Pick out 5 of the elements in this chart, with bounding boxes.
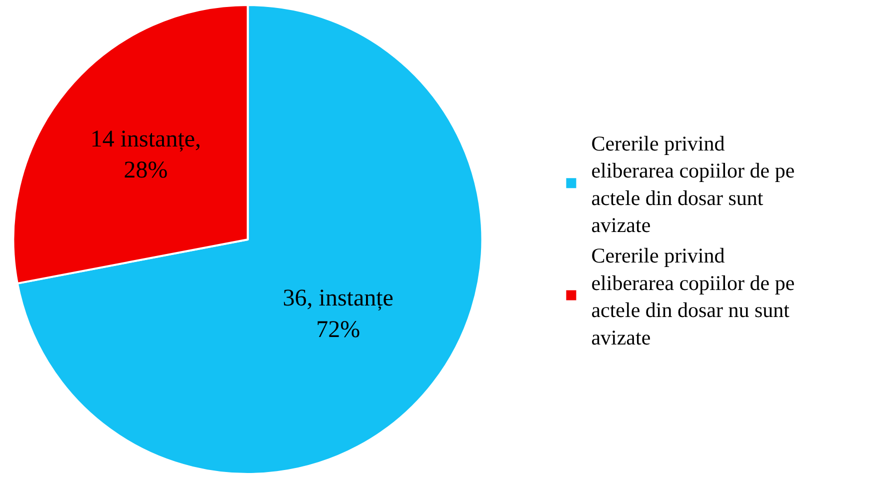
legend-label: Cererile privind eliberarea copiilor de pe actele din dosar sunt avizate [591,131,795,238]
legend-label: Cererile privind eliberarea copiilor de pe actele din dosar nu sunt avizate [591,244,795,350]
pie-slice [16,4,484,475]
data-label: 14 instanțe, 28% [90,126,202,184]
data-label: 36, instanțe 72% [282,286,394,343]
